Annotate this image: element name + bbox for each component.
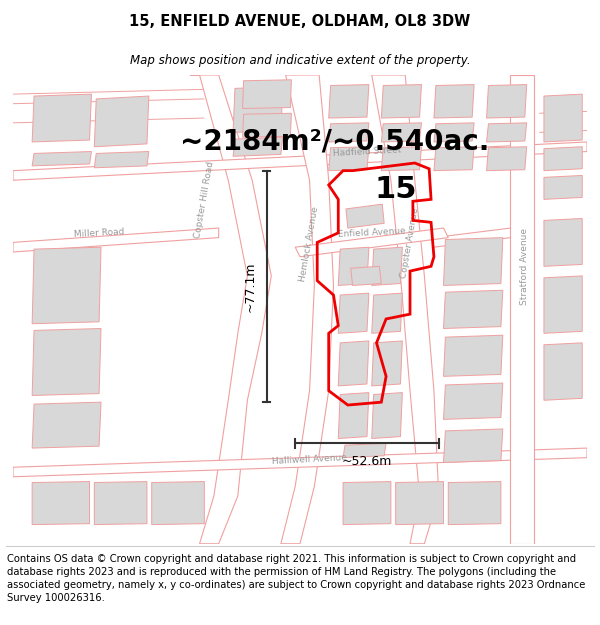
Polygon shape bbox=[32, 248, 101, 324]
Polygon shape bbox=[32, 482, 89, 524]
Polygon shape bbox=[233, 86, 283, 132]
Polygon shape bbox=[242, 80, 292, 109]
Polygon shape bbox=[32, 151, 91, 166]
Polygon shape bbox=[13, 142, 587, 180]
Polygon shape bbox=[13, 228, 218, 252]
Polygon shape bbox=[434, 84, 474, 118]
Polygon shape bbox=[434, 147, 474, 171]
Polygon shape bbox=[329, 84, 369, 118]
Polygon shape bbox=[487, 84, 527, 118]
Text: Map shows position and indicative extent of the property.: Map shows position and indicative extent… bbox=[130, 54, 470, 68]
Polygon shape bbox=[487, 147, 527, 171]
Polygon shape bbox=[94, 151, 149, 168]
Polygon shape bbox=[338, 392, 369, 439]
Polygon shape bbox=[281, 75, 334, 544]
Polygon shape bbox=[343, 482, 391, 524]
Text: Copster Avenue: Copster Avenue bbox=[400, 206, 421, 279]
Polygon shape bbox=[152, 482, 205, 524]
Polygon shape bbox=[338, 248, 369, 286]
Polygon shape bbox=[338, 293, 369, 333]
Polygon shape bbox=[32, 402, 101, 448]
Polygon shape bbox=[382, 147, 421, 171]
Polygon shape bbox=[443, 335, 503, 376]
Polygon shape bbox=[329, 147, 369, 171]
Polygon shape bbox=[443, 238, 503, 286]
Text: ~77.1m: ~77.1m bbox=[244, 261, 257, 312]
Polygon shape bbox=[242, 113, 292, 137]
Polygon shape bbox=[434, 123, 474, 142]
Polygon shape bbox=[233, 137, 283, 156]
Polygon shape bbox=[372, 293, 403, 333]
Text: Contains OS data © Crown copyright and database right 2021. This information is : Contains OS data © Crown copyright and d… bbox=[7, 554, 586, 603]
Polygon shape bbox=[13, 448, 587, 477]
Text: Stratford Avenue: Stratford Avenue bbox=[520, 228, 529, 305]
Text: Copster Hill Road: Copster Hill Road bbox=[193, 160, 215, 239]
Polygon shape bbox=[329, 123, 369, 142]
Polygon shape bbox=[382, 123, 421, 142]
Polygon shape bbox=[372, 341, 403, 386]
Polygon shape bbox=[544, 276, 582, 333]
Text: Hemlock Avenue: Hemlock Avenue bbox=[299, 206, 320, 282]
Polygon shape bbox=[190, 75, 271, 544]
Text: Hadfield Street: Hadfield Street bbox=[332, 145, 401, 158]
Polygon shape bbox=[338, 341, 369, 386]
Polygon shape bbox=[343, 443, 386, 458]
Text: Halliwell Avenue: Halliwell Avenue bbox=[272, 453, 347, 466]
Text: ~2184m²/~0.540ac.: ~2184m²/~0.540ac. bbox=[181, 128, 490, 156]
Polygon shape bbox=[544, 176, 582, 199]
Polygon shape bbox=[448, 482, 501, 524]
Polygon shape bbox=[382, 84, 421, 118]
Polygon shape bbox=[372, 75, 439, 544]
Polygon shape bbox=[544, 94, 582, 142]
Polygon shape bbox=[443, 383, 503, 419]
Polygon shape bbox=[372, 248, 403, 286]
Text: ~52.6m: ~52.6m bbox=[342, 455, 392, 468]
Polygon shape bbox=[372, 392, 403, 439]
Polygon shape bbox=[544, 343, 582, 400]
Polygon shape bbox=[443, 429, 503, 462]
Polygon shape bbox=[32, 329, 101, 396]
Text: Miller Road: Miller Road bbox=[74, 227, 125, 239]
Text: 15, ENFIELD AVENUE, OLDHAM, OL8 3DW: 15, ENFIELD AVENUE, OLDHAM, OL8 3DW bbox=[130, 14, 470, 29]
Text: Enfield Avenue: Enfield Avenue bbox=[338, 227, 406, 239]
Polygon shape bbox=[295, 228, 448, 257]
Polygon shape bbox=[487, 123, 527, 142]
Polygon shape bbox=[544, 147, 582, 171]
Polygon shape bbox=[443, 290, 503, 329]
Polygon shape bbox=[395, 482, 443, 524]
Text: 15: 15 bbox=[374, 175, 417, 204]
Polygon shape bbox=[544, 219, 582, 266]
Polygon shape bbox=[346, 204, 384, 228]
Polygon shape bbox=[511, 75, 535, 544]
Polygon shape bbox=[32, 94, 91, 142]
Polygon shape bbox=[94, 96, 149, 147]
Polygon shape bbox=[351, 266, 382, 286]
Polygon shape bbox=[94, 482, 147, 524]
